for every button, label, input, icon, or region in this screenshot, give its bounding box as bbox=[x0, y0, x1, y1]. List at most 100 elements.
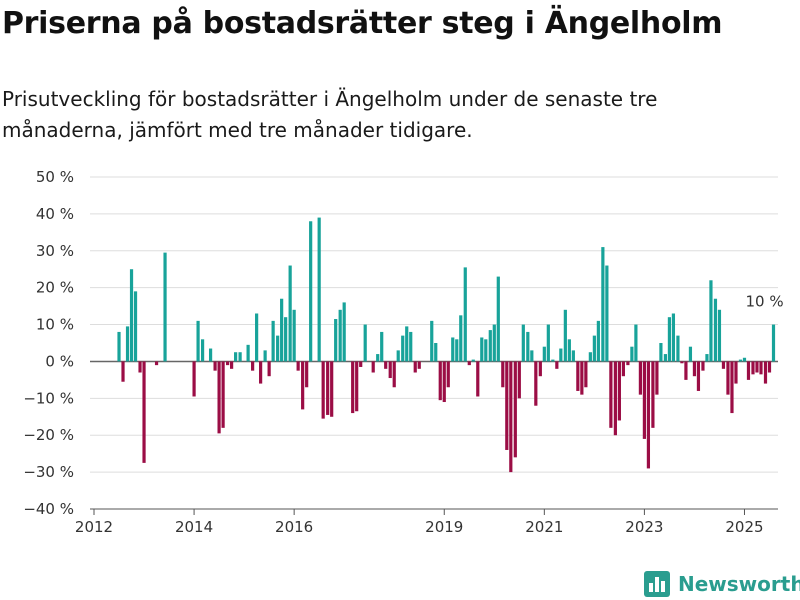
x-tick-label: 2014 bbox=[175, 518, 213, 536]
bar bbox=[430, 320, 434, 362]
y-tick-label: −10 % bbox=[23, 389, 74, 407]
bar bbox=[667, 317, 672, 362]
bar bbox=[459, 315, 463, 362]
bar bbox=[688, 346, 693, 362]
bar bbox=[121, 361, 125, 382]
bar bbox=[596, 320, 600, 362]
bar bbox=[359, 361, 363, 367]
bar bbox=[330, 361, 334, 417]
bar bbox=[125, 326, 130, 362]
bar bbox=[751, 361, 755, 375]
bar bbox=[651, 361, 655, 428]
bar bbox=[746, 361, 751, 380]
bar bbox=[129, 269, 134, 362]
bar bbox=[392, 361, 396, 388]
last-value-label: 10 % bbox=[745, 293, 783, 311]
bar bbox=[463, 267, 467, 362]
bar bbox=[192, 361, 196, 397]
bar bbox=[401, 335, 405, 362]
bar bbox=[467, 361, 471, 366]
bar bbox=[534, 361, 538, 406]
x-tick-label: 2023 bbox=[625, 518, 663, 536]
bar bbox=[617, 361, 621, 421]
bar bbox=[338, 309, 342, 362]
bar bbox=[138, 361, 142, 373]
y-tick-label: 10 % bbox=[36, 316, 74, 334]
bar bbox=[267, 361, 271, 377]
bar bbox=[434, 343, 438, 362]
bar bbox=[730, 361, 734, 414]
bar bbox=[208, 348, 213, 362]
bar bbox=[671, 313, 676, 362]
bar bbox=[251, 361, 255, 371]
bar bbox=[409, 331, 413, 362]
y-tick-label: −30 % bbox=[23, 463, 74, 481]
bar bbox=[355, 361, 359, 412]
y-tick-label: −20 % bbox=[23, 426, 74, 444]
x-tick-label: 2021 bbox=[525, 518, 563, 536]
bar bbox=[484, 339, 488, 362]
bar bbox=[767, 361, 772, 373]
bar bbox=[642, 361, 646, 439]
bar bbox=[455, 339, 459, 362]
bar bbox=[663, 354, 668, 362]
bar bbox=[221, 361, 225, 428]
bar bbox=[555, 361, 559, 369]
bar bbox=[505, 361, 509, 450]
bar bbox=[133, 291, 138, 362]
bar bbox=[413, 361, 417, 373]
bar bbox=[513, 361, 517, 458]
bar bbox=[296, 361, 300, 371]
bar bbox=[713, 298, 718, 362]
bar bbox=[592, 335, 596, 362]
bar bbox=[226, 361, 230, 366]
bar bbox=[601, 247, 605, 362]
bar bbox=[501, 361, 505, 388]
bar bbox=[438, 361, 442, 401]
bar bbox=[763, 361, 768, 384]
bar bbox=[230, 361, 234, 369]
bar bbox=[546, 324, 550, 362]
chart-title: Priserna på bostadsrätter steg i Ängelho… bbox=[2, 6, 723, 41]
bar bbox=[692, 361, 697, 377]
bar bbox=[334, 319, 338, 362]
bar bbox=[405, 326, 409, 362]
bar bbox=[738, 359, 743, 362]
x-tick-label: 2025 bbox=[725, 518, 763, 536]
bar bbox=[634, 324, 638, 362]
bar bbox=[705, 354, 709, 362]
bar bbox=[154, 361, 159, 366]
bar bbox=[476, 361, 480, 397]
bar bbox=[571, 350, 575, 362]
bar bbox=[559, 348, 563, 362]
bar bbox=[451, 337, 455, 362]
bar bbox=[530, 350, 534, 362]
bar bbox=[638, 361, 642, 395]
bar bbox=[521, 324, 525, 362]
newsworthy-logo: Newsworthy bbox=[644, 570, 800, 598]
bar bbox=[771, 324, 776, 362]
bar bbox=[717, 309, 722, 362]
bar bbox=[217, 361, 221, 434]
bar bbox=[609, 361, 613, 428]
bar bbox=[605, 265, 609, 362]
bar bbox=[755, 361, 759, 373]
bar bbox=[576, 361, 580, 391]
bar bbox=[621, 361, 625, 377]
bar bbox=[626, 361, 630, 366]
bar bbox=[659, 343, 663, 362]
x-tick-label: 2012 bbox=[75, 518, 113, 536]
bar bbox=[342, 302, 346, 362]
bar bbox=[417, 361, 421, 369]
bar bbox=[542, 346, 546, 362]
y-tick-label: 20 % bbox=[36, 279, 74, 297]
bar bbox=[630, 346, 634, 362]
brand-name: Newsworthy bbox=[678, 572, 800, 596]
x-tick-label: 2016 bbox=[275, 518, 313, 536]
bar bbox=[263, 350, 267, 362]
bar bbox=[613, 361, 617, 436]
bar-chart-icon bbox=[644, 571, 670, 597]
bar bbox=[200, 339, 205, 362]
bar bbox=[271, 320, 275, 362]
bar bbox=[384, 361, 388, 369]
